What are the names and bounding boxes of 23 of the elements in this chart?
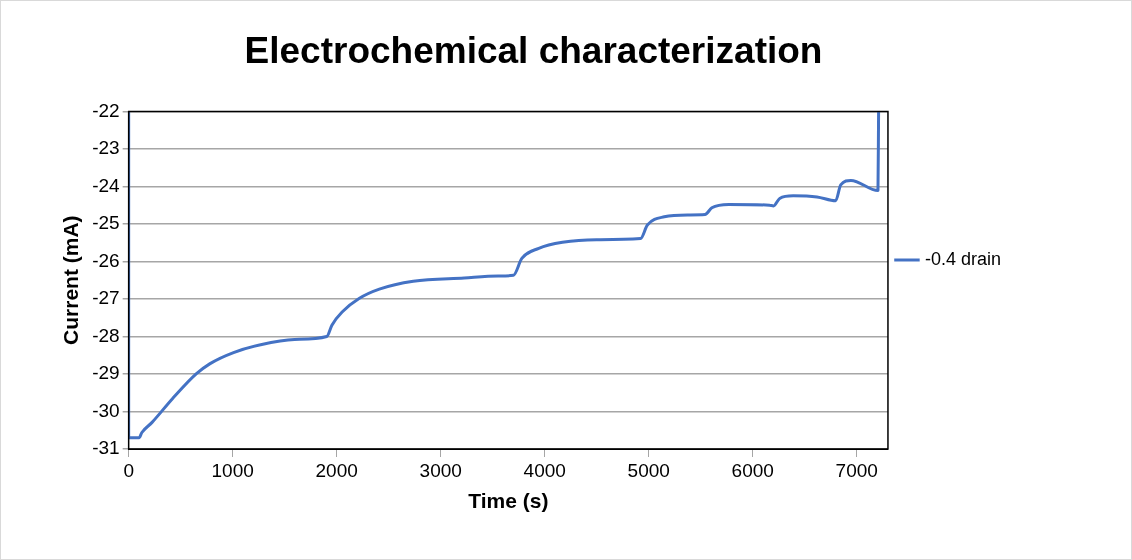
y-tick-label: -23 xyxy=(92,137,120,159)
y-tick-label: -25 xyxy=(92,212,120,234)
x-axis-title: Time (s) xyxy=(468,489,549,513)
y-axis-title: Current (mA) xyxy=(59,215,83,345)
chart-title: Electrochemical characterization xyxy=(244,30,823,72)
line-series xyxy=(128,111,881,440)
legend-label: -0.4 drain xyxy=(924,248,1001,269)
x-tick-label: 1000 xyxy=(211,459,254,481)
x-tick-label: 0 xyxy=(123,459,134,481)
y-tick-label: -24 xyxy=(92,174,121,196)
y-tick-label: -26 xyxy=(92,249,120,271)
y-tick-label: -27 xyxy=(92,287,120,309)
x-tick-label: 5000 xyxy=(627,459,670,481)
y-tick-label: -28 xyxy=(92,324,120,346)
x-tick-label: 7000 xyxy=(835,459,878,481)
y-tick-label: -31 xyxy=(92,437,120,459)
x-tick-label: 6000 xyxy=(731,459,774,481)
x-tick-label: 2000 xyxy=(315,459,358,481)
y-tick-label: -29 xyxy=(92,362,120,384)
x-tick-label: 3000 xyxy=(419,459,462,481)
y-tick-label: -30 xyxy=(92,399,120,421)
y-tick-label: -22 xyxy=(92,99,120,121)
x-tick-label: 4000 xyxy=(523,459,566,481)
